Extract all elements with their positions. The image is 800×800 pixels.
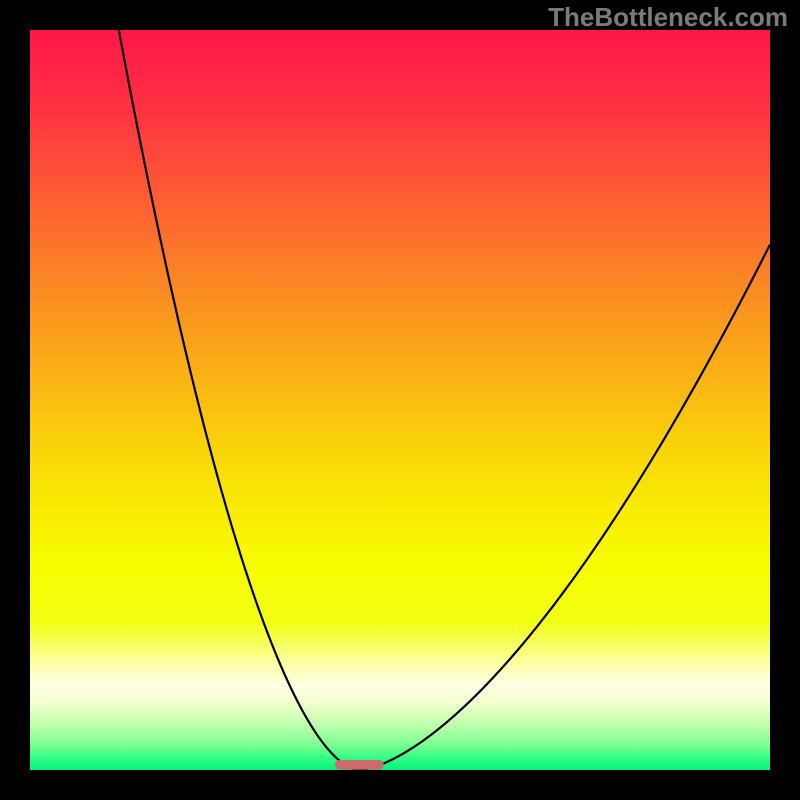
plot-svg	[30, 30, 770, 770]
vertex-marker	[335, 760, 384, 770]
plot-area	[30, 30, 770, 770]
watermark-text: TheBottleneck.com	[548, 2, 788, 33]
